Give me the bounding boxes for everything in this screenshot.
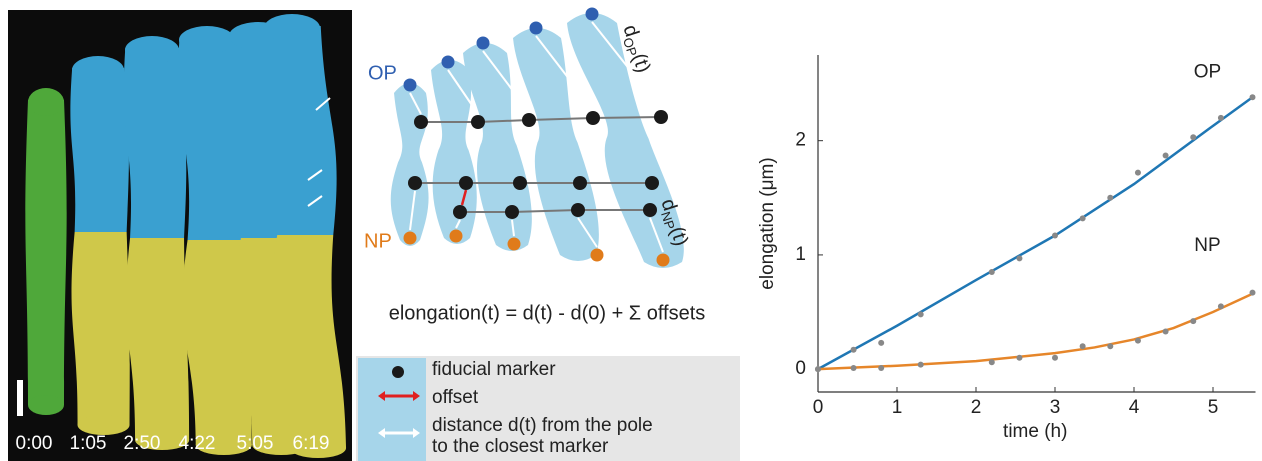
- cell-bottom: [72, 232, 130, 425]
- legend-text: distance d(t) from the pole: [432, 415, 653, 436]
- series-label: OP: [1194, 61, 1221, 82]
- legend-text: offset: [432, 387, 479, 408]
- data-point: [1052, 232, 1058, 238]
- np-pole: [591, 249, 604, 262]
- np-pole: [450, 230, 463, 243]
- np-label: NP: [364, 230, 392, 252]
- cell-bottom: [25, 100, 66, 405]
- diagram: [391, 8, 684, 269]
- x-tick-label: 2: [971, 397, 982, 418]
- x-tick-label: 3: [1050, 397, 1061, 418]
- data-point: [1163, 153, 1169, 159]
- data-point: [851, 365, 857, 371]
- legend-marker: [392, 366, 404, 378]
- np-pole: [508, 238, 521, 251]
- fiducial-marker: [571, 203, 585, 217]
- fiducial-marker: [654, 110, 668, 124]
- np-pole: [657, 254, 670, 267]
- scale-bar: [17, 380, 23, 416]
- data-point: [851, 347, 857, 353]
- y-tick-label: 1: [795, 244, 806, 265]
- data-point: [1190, 134, 1196, 140]
- fiducial-marker: [505, 205, 519, 219]
- data-point: [1135, 170, 1141, 176]
- data-point: [1250, 94, 1256, 100]
- x-tick-label: 1: [892, 397, 903, 418]
- cell-cap: [28, 88, 64, 116]
- cell-bottom: [126, 238, 189, 440]
- cell-outline: [431, 60, 477, 244]
- data-point: [918, 362, 924, 368]
- data-point: [815, 366, 821, 372]
- fiducial-marker: [414, 115, 428, 129]
- data-point: [1218, 303, 1224, 309]
- op-pole: [477, 37, 490, 50]
- timestamp: 0:00: [16, 433, 53, 454]
- cell-top: [70, 68, 129, 232]
- fiducial-marker: [453, 205, 467, 219]
- fiducial-marker: [645, 176, 659, 190]
- timestamp: 5:05: [237, 433, 274, 454]
- chart: 0 1 2 3 4 5 0 1 2 time (h) elongation (μm) OP NP: [757, 55, 1255, 442]
- op-pole: [442, 56, 455, 69]
- cell-end: [28, 395, 64, 415]
- fiducial-marker: [586, 111, 600, 125]
- x-tick-label: 4: [1129, 397, 1140, 418]
- data-point: [918, 311, 924, 317]
- equation: elongation(t) = d(t) - d(0) + Σ offsets: [389, 302, 706, 324]
- op-label: OP: [368, 62, 397, 84]
- data-point: [989, 359, 995, 365]
- fit-line: [818, 97, 1253, 369]
- cell-top: [124, 48, 186, 238]
- fiducial-marker: [471, 115, 485, 129]
- legend-text: to the closest marker: [432, 436, 609, 457]
- x-axis-label: time (h): [1003, 421, 1067, 442]
- cell-cap: [125, 36, 179, 64]
- data-point: [1218, 115, 1224, 121]
- legend-swatch: [358, 358, 426, 461]
- fiducial-marker: [573, 176, 587, 190]
- data-point: [1107, 343, 1113, 349]
- series-label: NP: [1194, 235, 1220, 256]
- data-point: [1250, 290, 1256, 296]
- fiducial-marker: [513, 176, 527, 190]
- x-tick-label: 0: [813, 397, 824, 418]
- np-pole: [404, 232, 417, 245]
- fiducial-marker: [522, 113, 536, 127]
- y-tick-label: 2: [795, 130, 806, 151]
- figure: 0:00 1:05 2:50 4:22 5:05 6:19 fiducial marker…: [0, 0, 1262, 461]
- y-axis-label: elongation (μm): [757, 157, 778, 289]
- cell-end: [78, 415, 130, 435]
- data-point: [1135, 338, 1141, 344]
- op-pole: [530, 22, 543, 35]
- data-point: [878, 365, 884, 371]
- op-pole: [404, 79, 417, 92]
- data-point: [1190, 318, 1196, 324]
- data-point: [1052, 355, 1058, 361]
- cell-cap: [179, 26, 235, 54]
- fit-line: [818, 294, 1253, 369]
- data-point: [989, 269, 995, 275]
- fiducial-marker: [459, 176, 473, 190]
- timestamp: 1:05: [70, 433, 107, 454]
- cell-outline: [391, 83, 429, 246]
- data-point: [1016, 255, 1022, 261]
- fiducial-marker: [408, 176, 422, 190]
- data-point: [1080, 215, 1086, 221]
- data-point: [1107, 195, 1113, 201]
- timestamp: 4:22: [179, 433, 216, 454]
- op-pole: [586, 8, 599, 21]
- data-point: [1016, 355, 1022, 361]
- y-tick-label: 0: [795, 358, 806, 379]
- data-point: [878, 340, 884, 346]
- timestamp: 2:50: [124, 433, 161, 454]
- data-point: [1080, 343, 1086, 349]
- cell-cap: [72, 56, 124, 84]
- timestamp: 6:19: [293, 433, 330, 454]
- legend-text: fiducial marker: [432, 359, 556, 380]
- cell-cap: [264, 14, 320, 42]
- fiducial-marker: [643, 203, 657, 217]
- x-tick-label: 5: [1208, 397, 1219, 418]
- data-point: [1163, 328, 1169, 334]
